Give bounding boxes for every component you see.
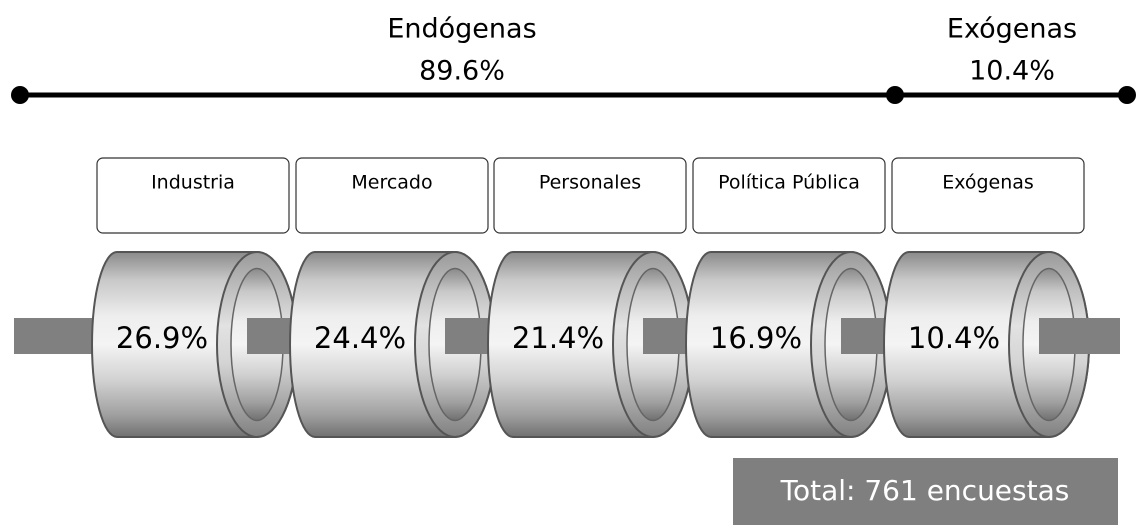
segment-label: Mercado xyxy=(351,172,432,194)
axis-dot xyxy=(11,86,29,104)
connector xyxy=(841,318,884,354)
segment-box xyxy=(296,158,488,233)
total-text: Total: 761 encuestas xyxy=(780,474,1070,507)
segment-label: Industria xyxy=(151,172,235,194)
segment-value: 24.4% xyxy=(314,321,406,355)
segment-value: 21.4% xyxy=(512,321,604,355)
segment-label: Política Pública xyxy=(718,172,860,194)
connector xyxy=(1039,318,1120,354)
segment-box xyxy=(892,158,1084,233)
diagram: Endógenas 89.6% Exógenas 10.4% Industria… xyxy=(0,0,1136,525)
segment-label: Exógenas xyxy=(942,172,1034,194)
connector xyxy=(14,318,98,354)
segment-value: 10.4% xyxy=(908,321,1000,355)
connector xyxy=(247,318,290,354)
segment-value: 26.9% xyxy=(116,321,208,355)
group-value: 10.4% xyxy=(969,56,1055,87)
group-label: Endógenas xyxy=(387,14,536,45)
segment-label: Personales xyxy=(539,172,641,194)
segment-value: 16.9% xyxy=(710,321,802,355)
group-label: Exógenas xyxy=(947,14,1077,45)
group-value: 89.6% xyxy=(419,56,505,87)
axis-dot xyxy=(886,86,904,104)
segment-box xyxy=(494,158,686,233)
segment-box xyxy=(693,158,885,233)
axis-dot xyxy=(1118,86,1136,104)
segment-box xyxy=(97,158,289,233)
segments: Industria 26.9% Mercado 24.4% Personales 21.4… xyxy=(92,158,1120,437)
connector xyxy=(643,318,686,354)
group-axis: Endógenas 89.6% Exógenas 10.4% xyxy=(11,14,1136,105)
connector xyxy=(445,318,488,354)
